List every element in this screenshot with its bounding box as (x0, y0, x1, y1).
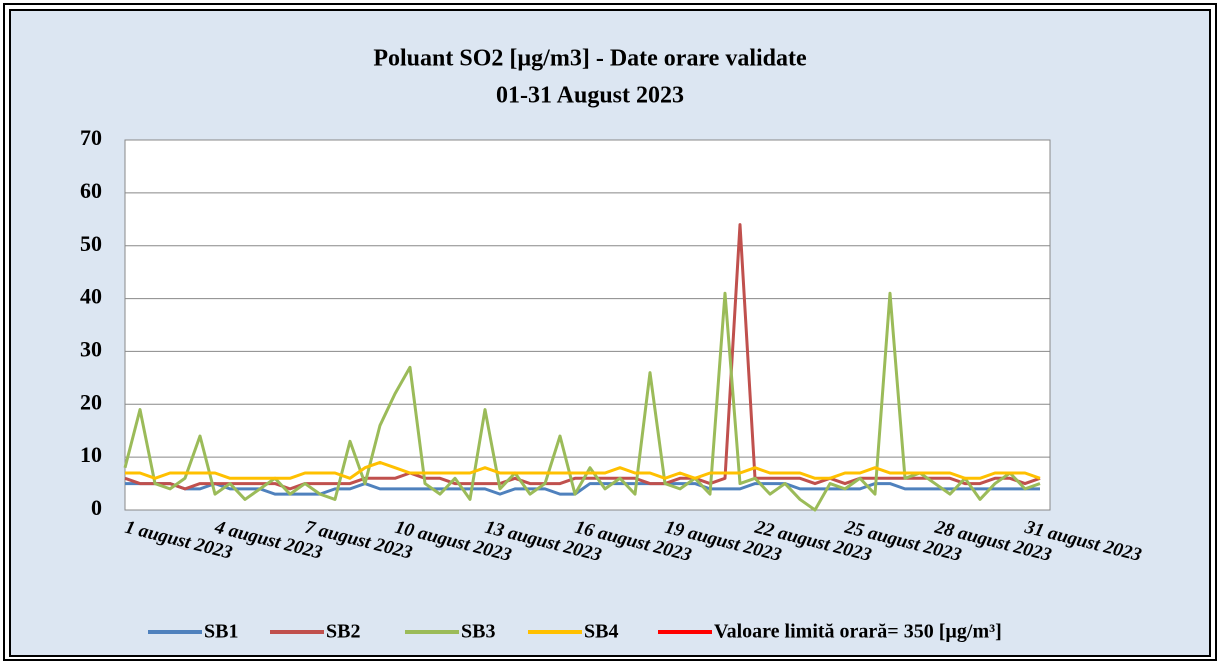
y-tick-label: 40 (80, 284, 102, 309)
y-tick-label: 30 (80, 336, 102, 361)
legend-label: SB4 (584, 621, 618, 643)
y-tick-label: 50 (80, 231, 102, 256)
series-line (125, 460, 1041, 480)
plot-area (124, 139, 1051, 511)
legend-label: SB1 (204, 621, 238, 643)
y-tick-label: 70 (80, 125, 102, 150)
series-line (123, 291, 1041, 512)
legend-label: SB2 (326, 621, 360, 643)
chart-subtitle: 01-31 August 2023 (496, 83, 684, 109)
y-tick-label: 10 (80, 442, 102, 467)
chart-title: Poluant SO2 [µg/m3] - Date orare validat… (373, 46, 807, 72)
y-tick-label: 20 (80, 389, 102, 414)
series-line (125, 482, 1040, 496)
legend-label: SB3 (461, 621, 495, 643)
y-tick-label: 60 (80, 178, 102, 203)
legend-label: Valoare limită orară= 350 [µg/m³] (714, 621, 1002, 643)
y-tick-label: 0 (91, 495, 102, 520)
